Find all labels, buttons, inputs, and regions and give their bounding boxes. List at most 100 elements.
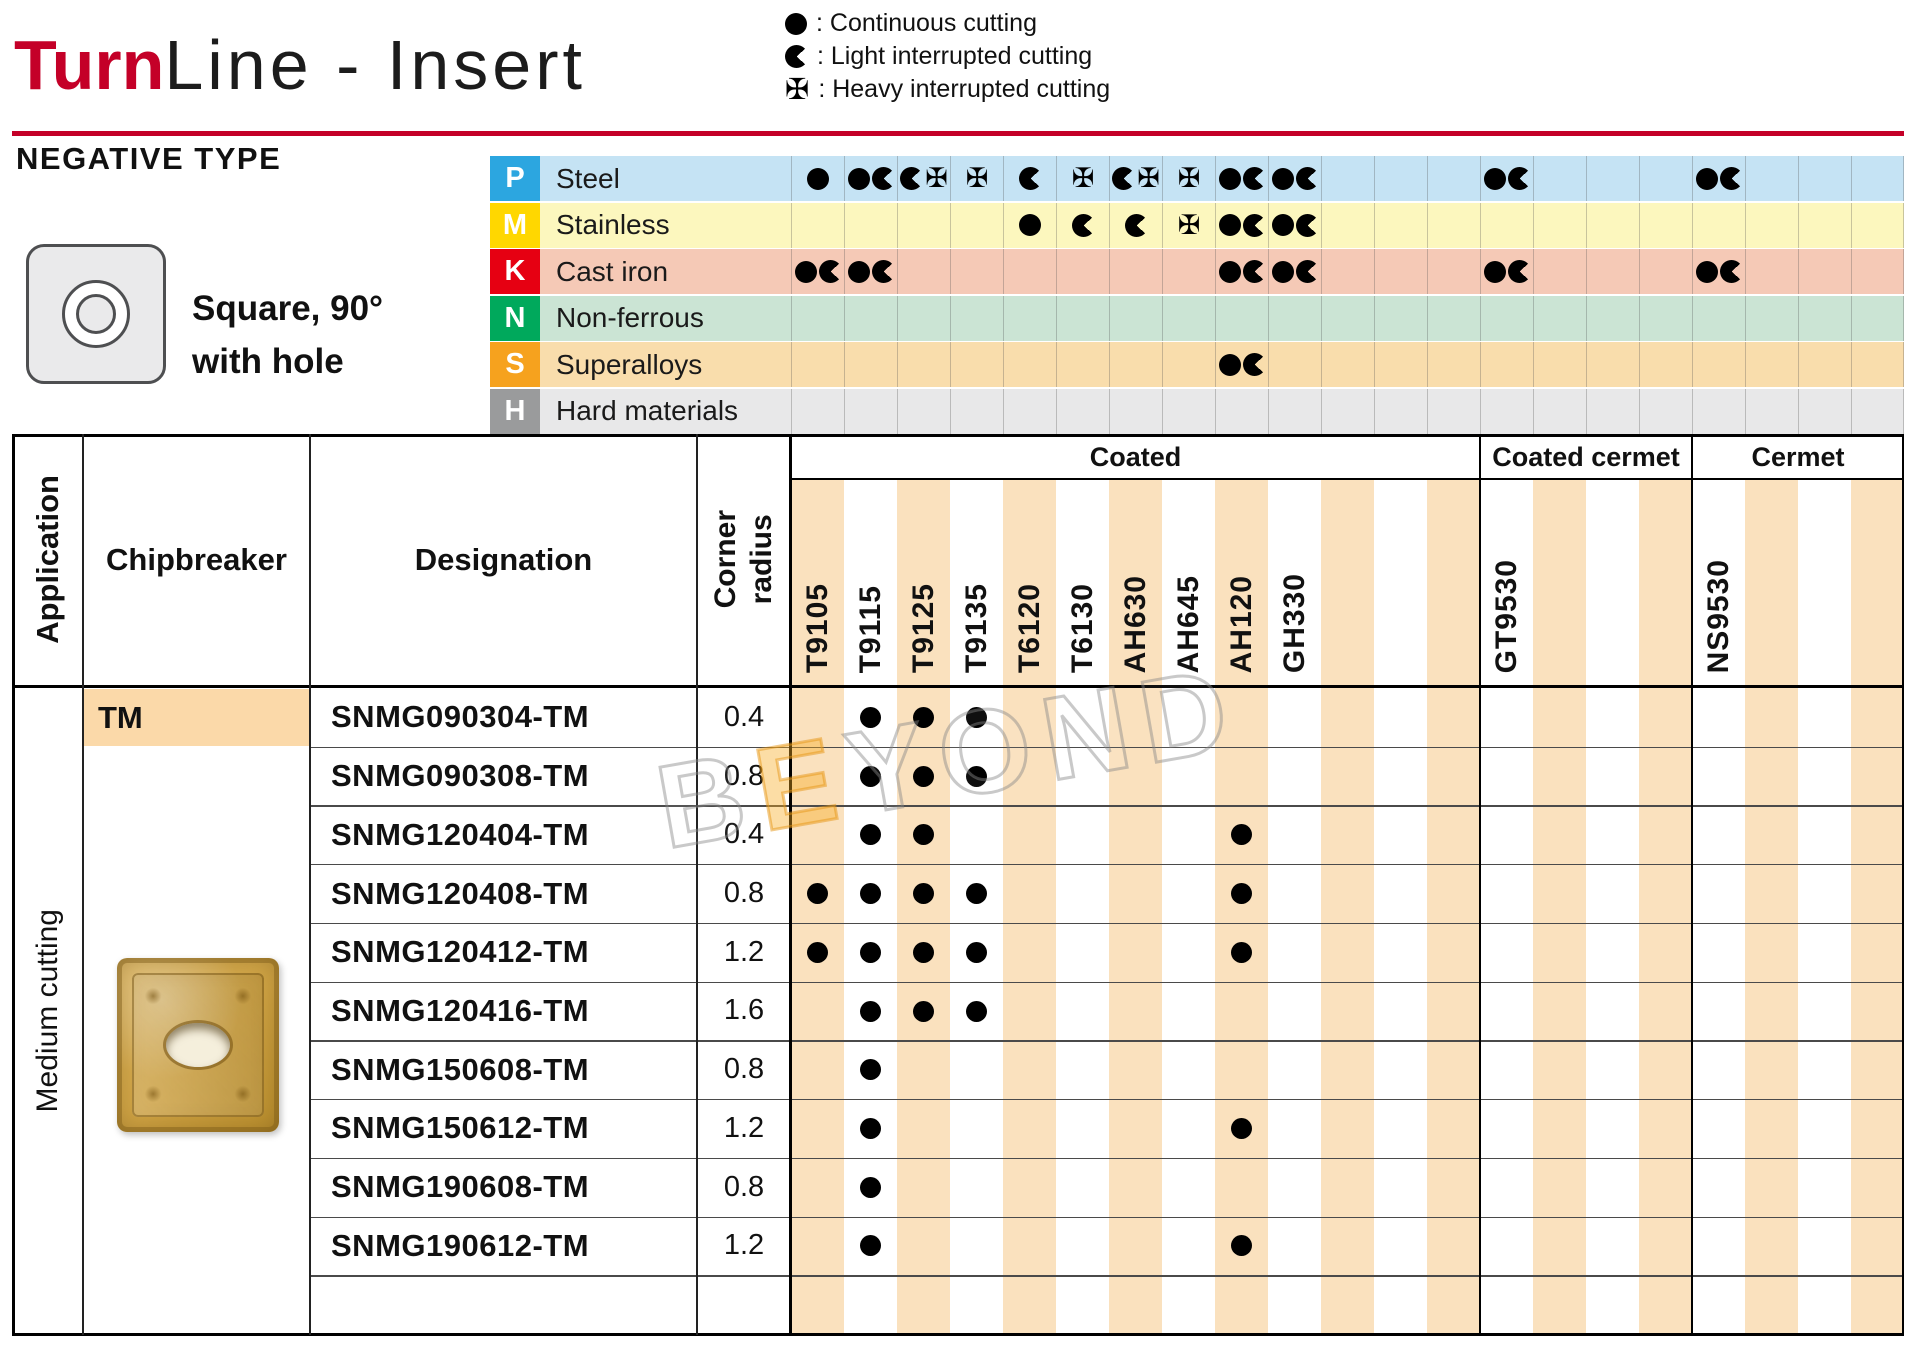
grade-suitability-cell (844, 156, 897, 201)
grade-suitability-cell (1745, 249, 1798, 294)
grade-suitability-cell (1639, 156, 1692, 201)
grade-suitability-cell (1268, 156, 1321, 201)
grade-suitability-cell (1268, 249, 1321, 294)
grade-suitability-cell (1215, 388, 1268, 434)
designation-cell: SNMG120404-TM (331, 816, 590, 852)
column-stripe (897, 480, 950, 1334)
material-code-S: S (490, 342, 540, 387)
grade-suitability-cell (1321, 202, 1374, 248)
continuous-cutting-icon (785, 12, 807, 35)
insert-shape-icon (26, 244, 166, 384)
grade-suitability-cell: ✠ (897, 156, 950, 201)
legend-item: : Light interrupted cutting (785, 40, 1110, 73)
grade-suitability-cell (1639, 202, 1692, 248)
row-separator (310, 1099, 1904, 1101)
application-group-label: Medium cutting (30, 909, 64, 1113)
grade-label: GT9530 (1489, 558, 1523, 673)
negative-type-label: NEGATIVE TYPE (16, 141, 282, 176)
grade-column-T9105: T9105 (791, 480, 844, 683)
grade-suitability-cell (1374, 156, 1427, 201)
continuous-cutting-icon (1218, 260, 1241, 283)
grade-suitability-cell (1215, 342, 1268, 387)
grade-suitability-cell (1003, 342, 1056, 387)
grade-label: T9105 (800, 582, 834, 673)
designation-cell: SNMG190608-TM (331, 1169, 590, 1205)
column-stripe (1215, 480, 1268, 1334)
grade-suitability-cell (1162, 342, 1215, 387)
heavy-interrupted-cutting-icon: ✠ (965, 163, 989, 194)
designation-cell: SNMG120416-TM (331, 992, 590, 1028)
grade-suitability-cell (1692, 202, 1745, 248)
shape-caption-line2: with hole (192, 342, 344, 381)
grade-suitability-cell: ✠ (1056, 156, 1109, 201)
grade-suitability-cell (1480, 295, 1533, 341)
group-underline (791, 477, 1904, 480)
row-separator (310, 805, 1904, 807)
grade-suitability-cell (1268, 202, 1321, 248)
table-left-border (12, 434, 15, 1335)
application-row-M: M Stainless ✠ (490, 202, 1904, 248)
designation-cell: SNMG090308-TM (331, 758, 590, 794)
availability-dot-T9115 (860, 765, 881, 787)
light-interrupted-cutting-icon (1242, 213, 1266, 237)
column-stripe (1321, 480, 1374, 1334)
continuous-cutting-icon (807, 167, 829, 190)
chipbreaker-divider (309, 434, 311, 1335)
grade-suitability-cell (1692, 249, 1745, 294)
grade-suitability-cell (897, 202, 950, 248)
material-grade-cells (791, 342, 1904, 387)
material-code-M: M (490, 202, 540, 248)
grade-suitability-cell (1003, 295, 1056, 341)
insert-center-hole (166, 1023, 230, 1067)
grade-suitability-cell (1215, 202, 1268, 248)
designation-cell: SNMG120408-TM (331, 875, 590, 911)
grade-suitability-cell (1533, 249, 1586, 294)
grade-suitability-cell (1215, 249, 1268, 294)
grade-suitability-cell (1851, 295, 1904, 341)
grade-suitability-cell (844, 388, 897, 434)
grade-column-T9135: T9135 (950, 480, 1003, 683)
continuous-cutting-icon (1218, 214, 1241, 236)
row-separator (310, 922, 1904, 925)
grade-label: T9115 (853, 584, 887, 673)
availability-dot-T9105 (807, 883, 828, 905)
row-separator (310, 864, 1904, 866)
corner-radius-column-header: Corner radius (697, 434, 791, 685)
material-label-H: Hard materials (540, 388, 791, 434)
grade-suitability-cell (1109, 249, 1162, 294)
grade-suitability-cell (1374, 342, 1427, 387)
continuous-cutting-icon (1271, 214, 1294, 236)
designation-cell: SNMG150608-TM (331, 1051, 590, 1087)
grade-suitability-cell (897, 342, 950, 387)
grade-label: T9125 (906, 582, 940, 673)
grade-suitability-cell (1586, 295, 1639, 341)
heavy-interrupted-cutting-icon: ✠ (1177, 209, 1201, 241)
row-separator (310, 981, 1904, 983)
row-separator (310, 1157, 1904, 1160)
continuous-cutting-icon (1271, 167, 1294, 190)
light-interrupted-cutting-icon (1242, 353, 1266, 376)
row-separator (310, 1216, 1904, 1218)
grade-suitability-cell (844, 202, 897, 248)
grade-suitability-cell (1109, 388, 1162, 434)
availability-dot-T9135 (966, 883, 987, 905)
grade-suitability-cell (897, 295, 950, 341)
continuous-cutting-icon (1695, 260, 1718, 283)
grade-suitability-cell (897, 388, 950, 434)
corner-radius-cell: 1.2 (723, 935, 765, 968)
continuous-cutting-icon (1483, 260, 1506, 283)
light-interrupted-cutting-icon (1071, 213, 1095, 237)
grade-suitability-cell (1268, 388, 1321, 434)
grade-suitability-cell (791, 342, 844, 387)
continuous-cutting-icon (1019, 214, 1041, 236)
grade-suitability-cell (1586, 156, 1639, 201)
grade-suitability-cell (1480, 202, 1533, 248)
grade-column-GH330: GH330 (1268, 480, 1321, 683)
continuous-cutting-icon (1218, 167, 1241, 190)
grade-suitability-cell (1692, 388, 1745, 434)
continuous-cutting-icon (1218, 353, 1241, 376)
grade-group-label: Cermet (1751, 441, 1845, 472)
availability-dot-T9135 (966, 941, 987, 963)
grade-suitability-cell (791, 295, 844, 341)
light-interrupted-cutting-icon (1018, 167, 1042, 190)
